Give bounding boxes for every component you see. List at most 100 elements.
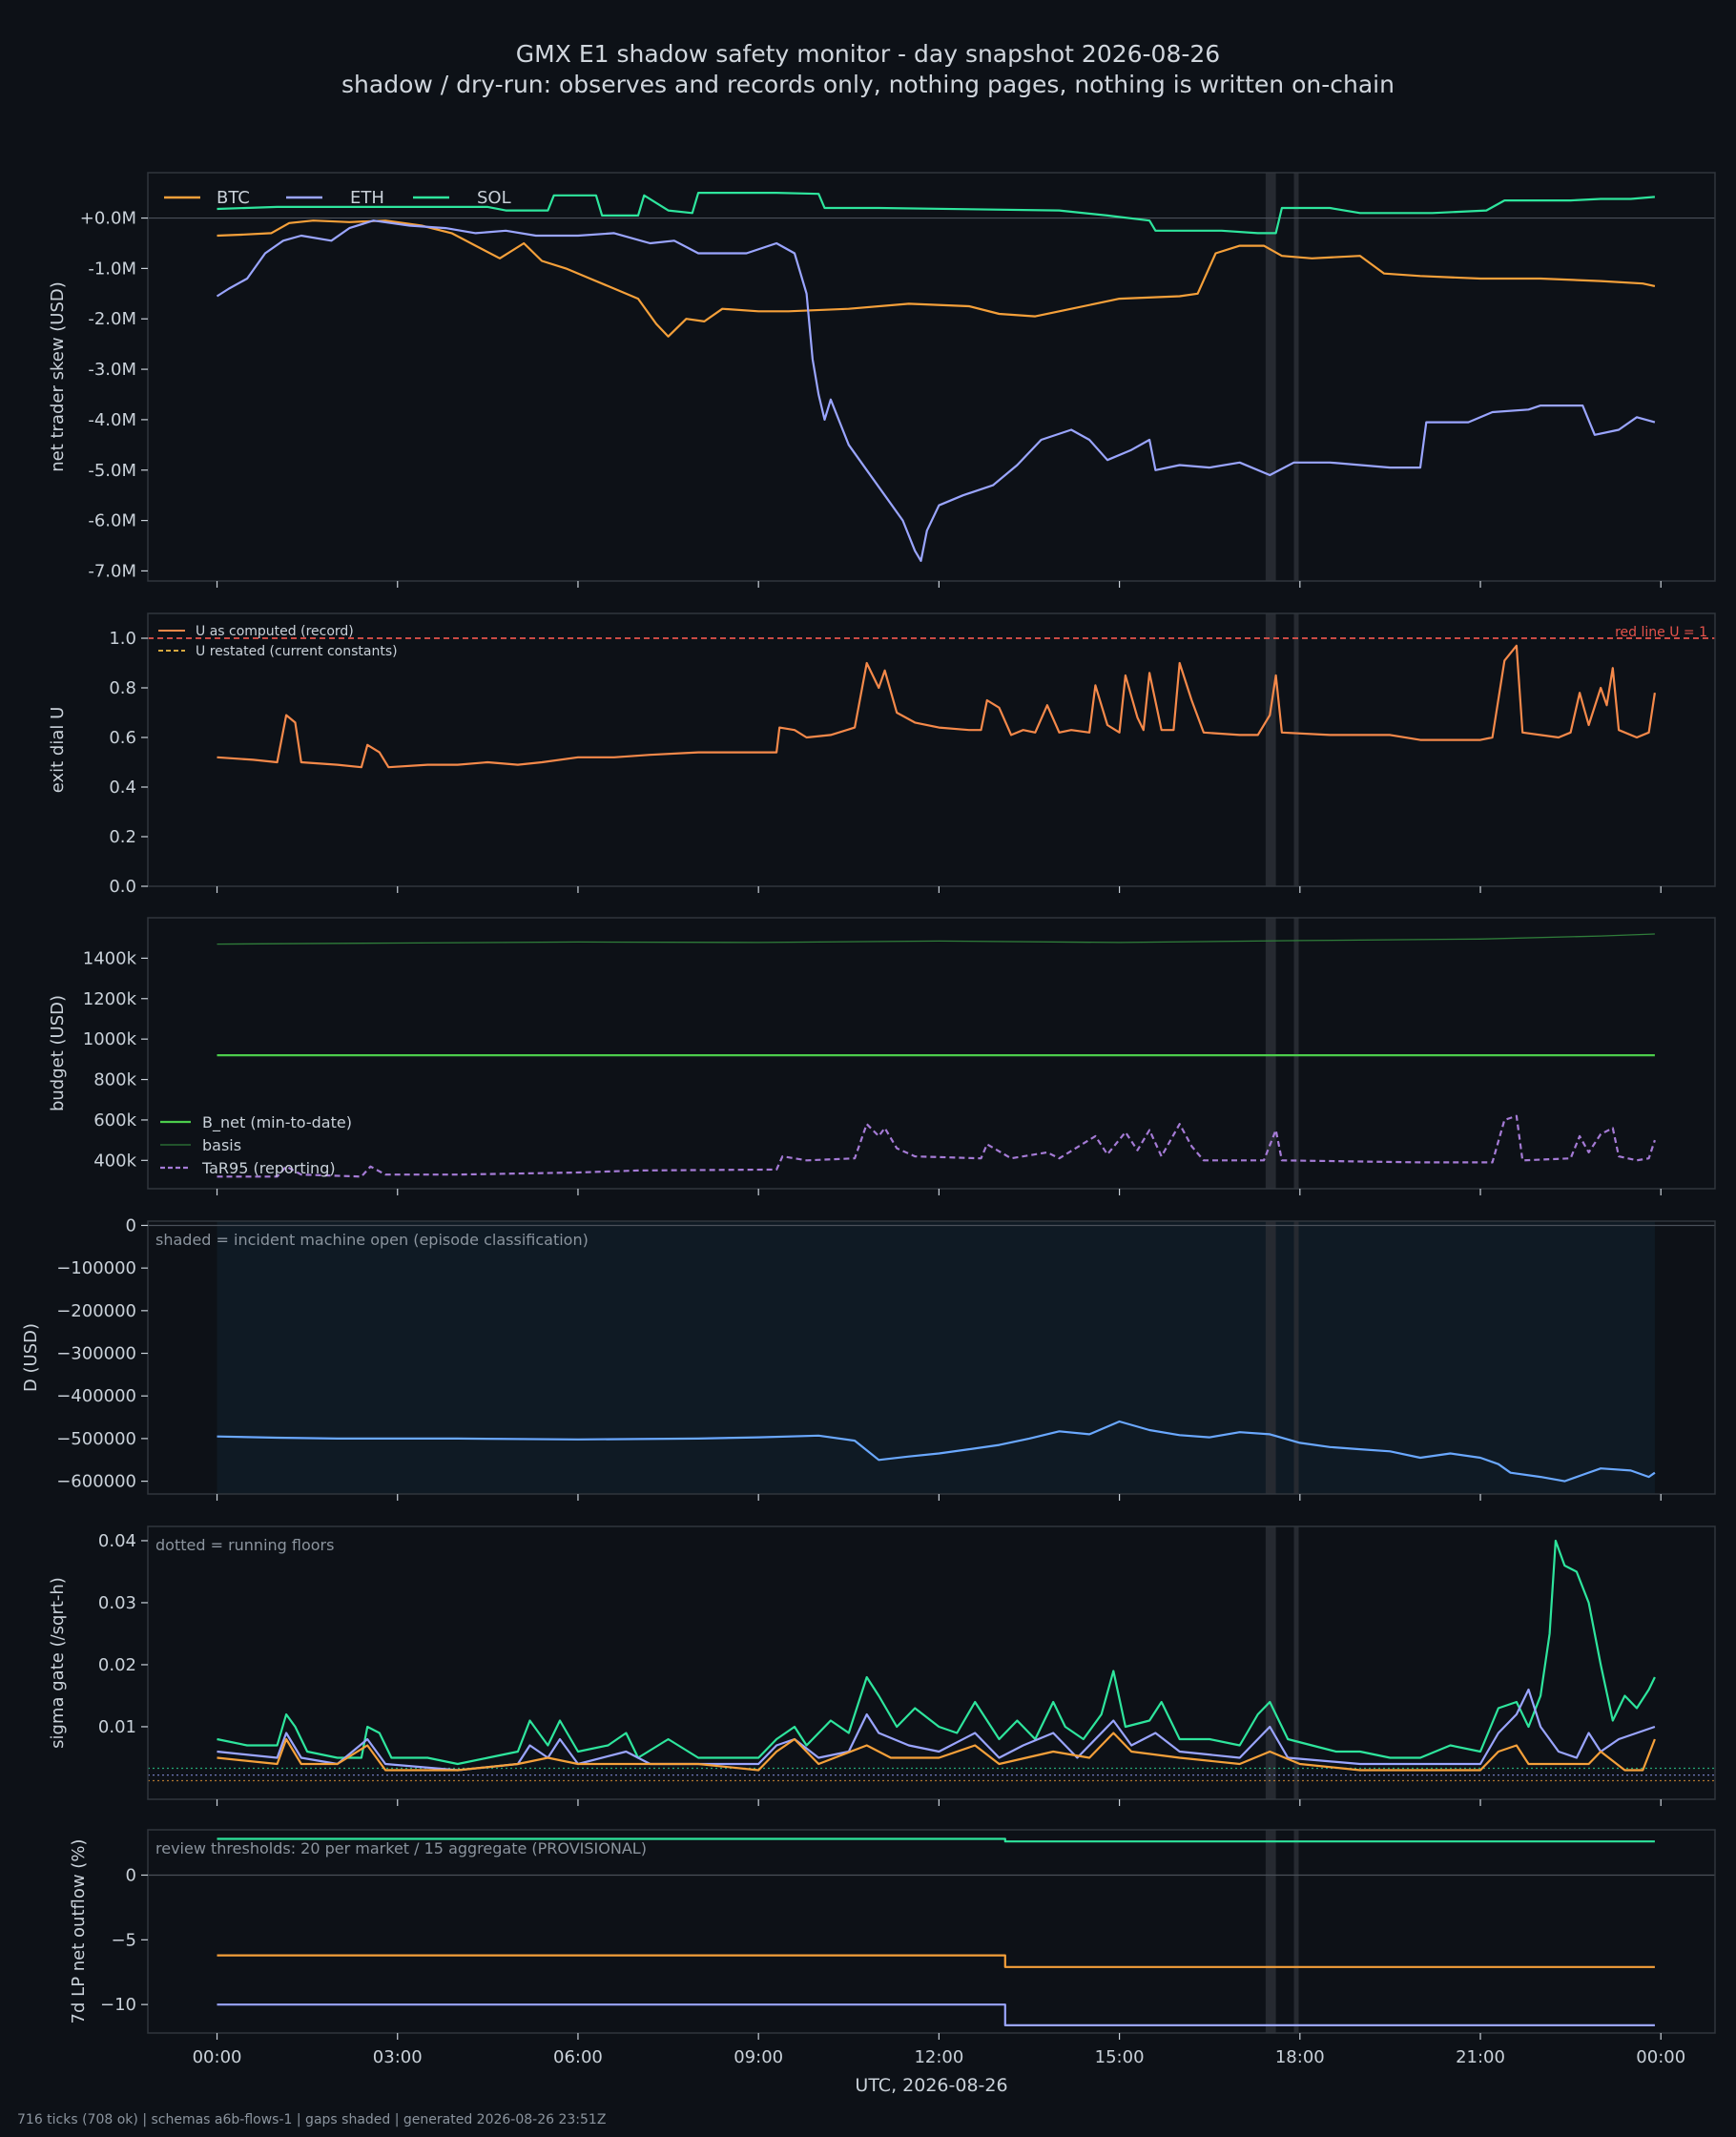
y-tick-label: 0: [126, 1865, 136, 1885]
y-tick-label: -3.0M: [88, 360, 136, 380]
series-line-eth: [217, 2003, 1655, 2026]
x-tick-label: 00:00: [193, 2047, 242, 2067]
gap-shading: [1293, 613, 1299, 886]
y-tick-label: -4.0M: [88, 410, 136, 430]
panel-annotation: dotted = running floors: [155, 1536, 334, 1554]
gap-shading: [1265, 173, 1276, 581]
series-line-btc: [217, 1954, 1655, 1968]
y-tick-label: −10: [100, 1995, 136, 2015]
panel-lp_outflow: 0 −5 −10 7d LP net outflow (%) review thresh…: [69, 1829, 1716, 2040]
y-tick-label: −5: [111, 1930, 136, 1950]
series-line-eth: [216, 219, 1656, 562]
y-tick-label: 0.4: [109, 778, 136, 798]
panel-skew: +0.0M -1.0M -2.0M -3.0M -4.0M -5.0M -6.0M -7.0M…: [48, 172, 1716, 588]
y-tick-label: -2.0M: [88, 309, 136, 329]
panel-sigma: 0.01 0.02 0.03 0.04 sigma gate (/sqrt-h) dott…: [48, 1525, 1716, 1806]
y-tick-label: 400k: [93, 1151, 136, 1171]
series-line-btc: [217, 1732, 1656, 1772]
gap-shading: [1265, 918, 1276, 1189]
legend-label: SOL: [477, 188, 511, 208]
x-tick-label: 06:00: [553, 2047, 603, 2067]
legend-label: B_net (min-to-date): [202, 1113, 352, 1132]
series-line-eth: [217, 1688, 1656, 1772]
panel-frame: [147, 1220, 1716, 1495]
y-tick-label: 0.04: [98, 1531, 136, 1551]
y-tick-label: −400000: [56, 1386, 136, 1406]
series-line-d: [217, 1420, 1656, 1483]
y-tick-label: 0.6: [109, 728, 136, 748]
panel-frame: [147, 172, 1716, 582]
y-axis-label: D (USD): [21, 1323, 41, 1392]
gap-shading: [1265, 613, 1276, 886]
panel-background: [148, 613, 1715, 886]
y-tick-label: -6.0M: [88, 511, 136, 531]
gap-shading: [1293, 918, 1299, 1189]
y-axis-label: net trader skew (USD): [48, 281, 68, 472]
panel-frame: [147, 1525, 1716, 1800]
y-tick-label: 0: [126, 1215, 136, 1235]
panel-exit_dial: red line U = 1 0.0 0.2 0.4 0.6 0.8 1.0 exit dia…: [48, 612, 1716, 897]
y-tick-label: 1000k: [83, 1029, 137, 1049]
gap-shading: [1265, 1830, 1276, 2033]
chart-subtitle: shadow / dry-run: observes and records o…: [341, 71, 1395, 98]
series-line-u-as-computed-record-: [217, 644, 1656, 769]
y-tick-label: 1.0: [109, 629, 136, 649]
y-tick-label: −500000: [56, 1429, 136, 1449]
legend-label: BTC: [217, 188, 250, 208]
y-tick-label: 600k: [93, 1110, 136, 1131]
y-tick-label: 800k: [93, 1070, 136, 1090]
panel-budget: 400k 600k 800k 1000k 1200k 1400k budget (USD) B…: [48, 917, 1716, 1195]
y-tick-label: +0.0M: [80, 209, 136, 229]
legend-label: U restated (current constants): [196, 644, 398, 659]
series-line-sol: [217, 1837, 1655, 1843]
y-tick-label: 0.03: [98, 1593, 136, 1613]
series-line-basis: [217, 933, 1655, 945]
panel-background: [148, 1830, 1715, 2033]
gap-shading: [1265, 1526, 1276, 1799]
x-tick-label: 03:00: [373, 2047, 423, 2067]
y-axis-label: budget (USD): [48, 995, 68, 1111]
legend-label: U as computed (record): [196, 624, 354, 639]
panel-frame: [147, 612, 1716, 887]
chart-title: GMX E1 shadow safety monitor - day snaps…: [515, 40, 1221, 68]
panel-background: [148, 173, 1715, 581]
y-tick-label: 1400k: [83, 948, 137, 968]
gap-shading: [1265, 1221, 1276, 1494]
x-tick-label: 21:00: [1456, 2047, 1505, 2067]
series-line-sol: [217, 192, 1655, 235]
y-tick-label: −100000: [56, 1258, 136, 1278]
legend-label: basis: [202, 1136, 241, 1154]
panel-frame: [147, 917, 1716, 1190]
x-tick-label: 18:00: [1275, 2047, 1325, 2067]
panel-D: 0 −100000 −200000 −300000 −400000 −500000 −600…: [21, 1215, 1716, 1501]
y-tick-label: 0.0: [109, 877, 136, 897]
x-tick-label: 15:00: [1095, 2047, 1145, 2067]
gap-shading: [1293, 1221, 1299, 1494]
gap-shading: [1293, 1830, 1299, 2033]
footer-status: 716 ticks (708 ok) | schemas a6b-flows-1…: [17, 2112, 607, 2127]
y-axis-label: exit dial U: [48, 707, 68, 794]
x-axis-label: UTC, 2026-08-26: [855, 2075, 1007, 2096]
panel-frame: [147, 1829, 1716, 2034]
x-tick-label: 00:00: [1636, 2047, 1685, 2067]
x-tick-label: 09:00: [734, 2047, 783, 2067]
gap-shading: [1293, 1526, 1299, 1799]
legend-label: TaR95 (reporting): [201, 1159, 336, 1177]
y-tick-label: -7.0M: [88, 561, 136, 581]
series-line-tar95-reporting-: [217, 1114, 1656, 1178]
panel-background: [148, 1526, 1715, 1799]
x-tick-label: 12:00: [914, 2047, 963, 2067]
y-tick-label: 0.02: [98, 1655, 136, 1675]
y-tick-label: -1.0M: [88, 259, 136, 279]
red-line-label: red line U = 1: [1615, 625, 1707, 640]
y-tick-label: −600000: [56, 1472, 136, 1492]
y-tick-label: 1200k: [83, 989, 137, 1009]
panel-annotation: review thresholds: 20 per market / 15 ag…: [155, 1839, 647, 1857]
y-axis-label: sigma gate (/sqrt-h): [48, 1577, 68, 1749]
y-axis-label: 7d LP net outflow (%): [69, 1839, 89, 2024]
panel-annotation: shaded = incident machine open (episode …: [155, 1231, 589, 1249]
y-tick-label: -5.0M: [88, 461, 136, 481]
legend-label: ETH: [350, 188, 384, 208]
series-line-sol: [217, 1539, 1656, 1766]
